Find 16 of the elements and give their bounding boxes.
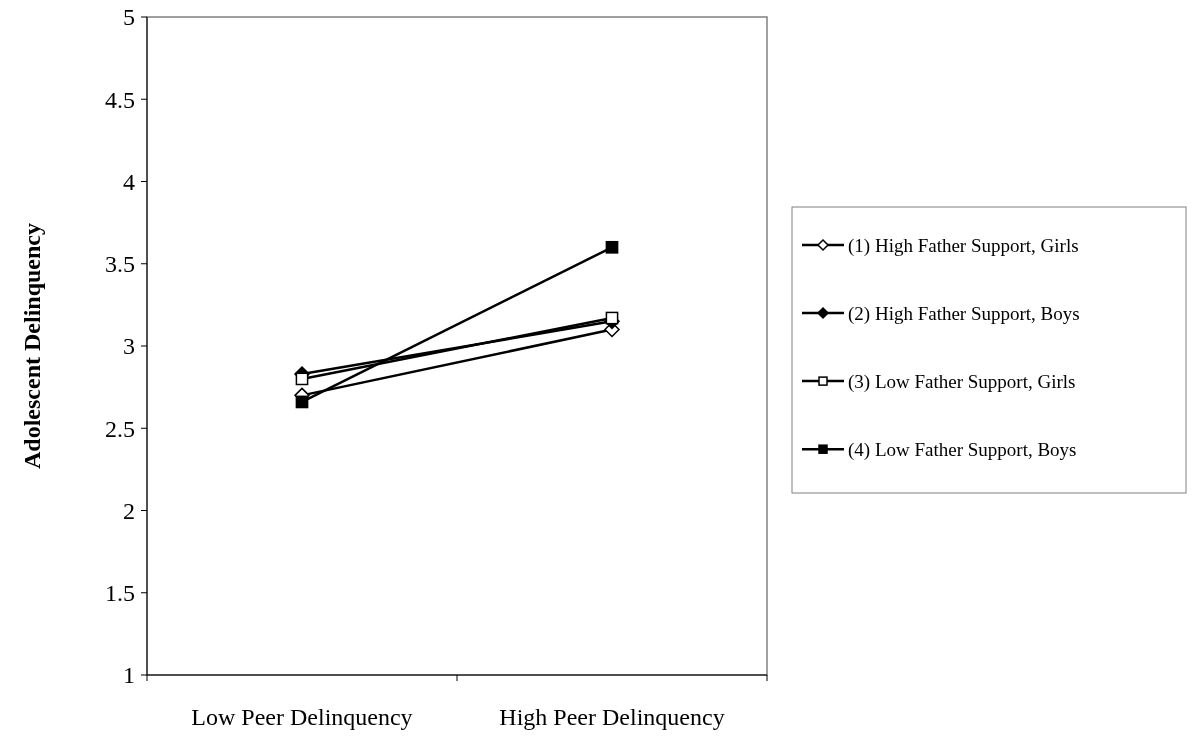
y-tick-label: 3.5: [105, 251, 135, 278]
y-tick-label: 2.5: [105, 415, 135, 442]
y-tick-label: 2: [123, 497, 135, 524]
y-axis-title: Adolescent Delinquency: [19, 223, 45, 469]
legend-label: (1) High Father Support, Girls: [848, 234, 1079, 257]
y-tick-label: 4: [123, 168, 135, 195]
y-tick-label: 1: [123, 662, 135, 689]
legend-label: (4) Low Father Support, Boys: [848, 438, 1077, 461]
y-tick-label: 1.5: [105, 580, 135, 607]
legend-label: (3) Low Father Support, Girls: [848, 370, 1076, 393]
legend-label: (2) High Father Support, Boys: [848, 302, 1080, 325]
y-tick-label: 4.5: [105, 86, 135, 113]
y-tick-label: 3: [123, 333, 135, 360]
x-tick-label: High Peer Delinquency: [499, 704, 725, 730]
y-tick-label: 5: [123, 4, 135, 31]
x-tick-label: Low Peer Delinquency: [191, 704, 413, 730]
